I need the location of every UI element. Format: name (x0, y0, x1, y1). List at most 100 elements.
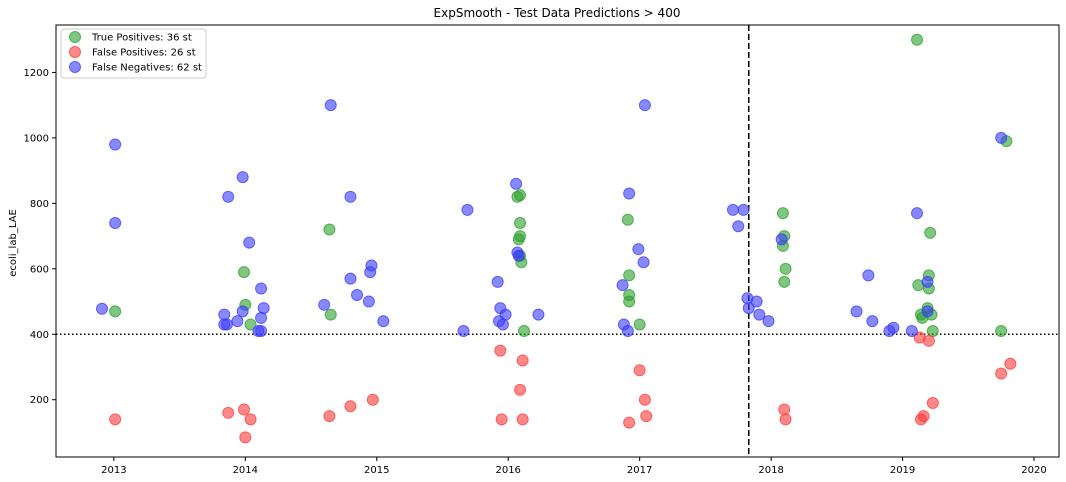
data-point (616, 279, 629, 292)
data-point (911, 207, 924, 220)
data-point (96, 302, 109, 315)
y-tick-label: 1000 (24, 133, 49, 144)
data-point (516, 413, 529, 426)
data-point (365, 259, 378, 272)
data-point (911, 33, 924, 46)
data-point (862, 269, 875, 282)
data-point (776, 207, 789, 220)
data-point (779, 262, 792, 275)
data-point (109, 413, 122, 426)
series-2 (96, 99, 1008, 337)
data-point (921, 305, 934, 318)
y-tick-label: 200 (30, 395, 49, 406)
data-point (638, 393, 651, 406)
data-point (640, 410, 653, 423)
plot-area (56, 25, 1059, 457)
series-0 (109, 33, 1013, 337)
data-point (220, 318, 233, 331)
data-point (726, 203, 739, 216)
chart-title: ExpSmooth - Test Data Predictions > 400 (434, 6, 681, 20)
legend-label: True Positives: 36 st (91, 33, 192, 44)
data-point (1004, 357, 1017, 370)
data-point (109, 138, 122, 151)
data-point (623, 416, 636, 429)
data-point (514, 189, 527, 202)
data-point (917, 410, 930, 423)
data-point (512, 249, 525, 262)
data-point (237, 266, 250, 279)
data-point (236, 171, 249, 184)
data-point (621, 325, 634, 337)
data-point (510, 177, 523, 190)
data-point (491, 275, 504, 288)
data-point (514, 383, 527, 396)
data-point (778, 403, 791, 416)
axes: 2013 2014 2015 2016 2017 2018 2019 2020 200 400 60… (24, 68, 1047, 476)
data-point (732, 220, 745, 233)
data-point (461, 203, 474, 216)
data-point (623, 295, 636, 308)
x-tick-label: 2017 (627, 465, 652, 476)
data-point (109, 305, 122, 318)
data-point (237, 403, 250, 416)
data-point (750, 295, 763, 308)
plot-frame (55, 24, 1060, 458)
data-point (753, 308, 766, 321)
data-point (257, 302, 270, 315)
data-point (926, 397, 939, 409)
data-point (318, 298, 331, 311)
data-point (344, 190, 357, 203)
data-point (514, 230, 527, 243)
data-point (499, 308, 512, 321)
data-point (905, 325, 918, 337)
data-point (255, 325, 268, 337)
data-point (377, 315, 390, 328)
data-point (243, 236, 256, 249)
data-point (887, 321, 900, 334)
data-point (231, 315, 244, 328)
legend-box (60, 28, 207, 79)
data-point (637, 256, 650, 269)
y-axis-label: ecoli_lab_LAE (8, 209, 19, 277)
data-point (921, 275, 934, 288)
data-point (775, 233, 788, 246)
legend-label: False Negatives: 62 st (92, 63, 202, 74)
data-point (255, 282, 268, 295)
data-point (779, 413, 792, 426)
data-point (344, 272, 357, 285)
data-point (866, 315, 879, 328)
x-tick-label: 2020 (1021, 465, 1046, 476)
data-point (638, 99, 651, 112)
data-point (621, 213, 634, 226)
data-point (633, 364, 646, 377)
data-point (633, 318, 646, 331)
data-point (496, 318, 509, 331)
data-point (236, 305, 249, 318)
series-1 (109, 331, 1017, 444)
x-tick-label: 2015 (364, 465, 389, 476)
y-tick-label: 800 (30, 199, 49, 210)
y-tick-label: 600 (30, 264, 49, 275)
data-point (995, 325, 1008, 337)
data-point (778, 275, 791, 288)
data-point (244, 318, 257, 331)
data-point (623, 187, 636, 200)
data-point (344, 400, 357, 413)
data-point (922, 334, 935, 347)
legend-marker (69, 46, 81, 58)
y-tick-label: 1200 (24, 68, 49, 79)
legend-marker (69, 31, 81, 43)
data-point (222, 406, 235, 419)
data-point (362, 295, 375, 308)
data-point (494, 344, 507, 357)
x-tick-label: 2013 (101, 465, 126, 476)
x-tick-label: 2016 (495, 465, 520, 476)
data-point (351, 289, 364, 301)
data-point (324, 99, 337, 112)
legend-label: False Positives: 26 st (92, 48, 196, 59)
data-point (514, 217, 527, 229)
data-point (517, 325, 530, 337)
data-point (222, 190, 235, 203)
data-point (532, 308, 545, 321)
